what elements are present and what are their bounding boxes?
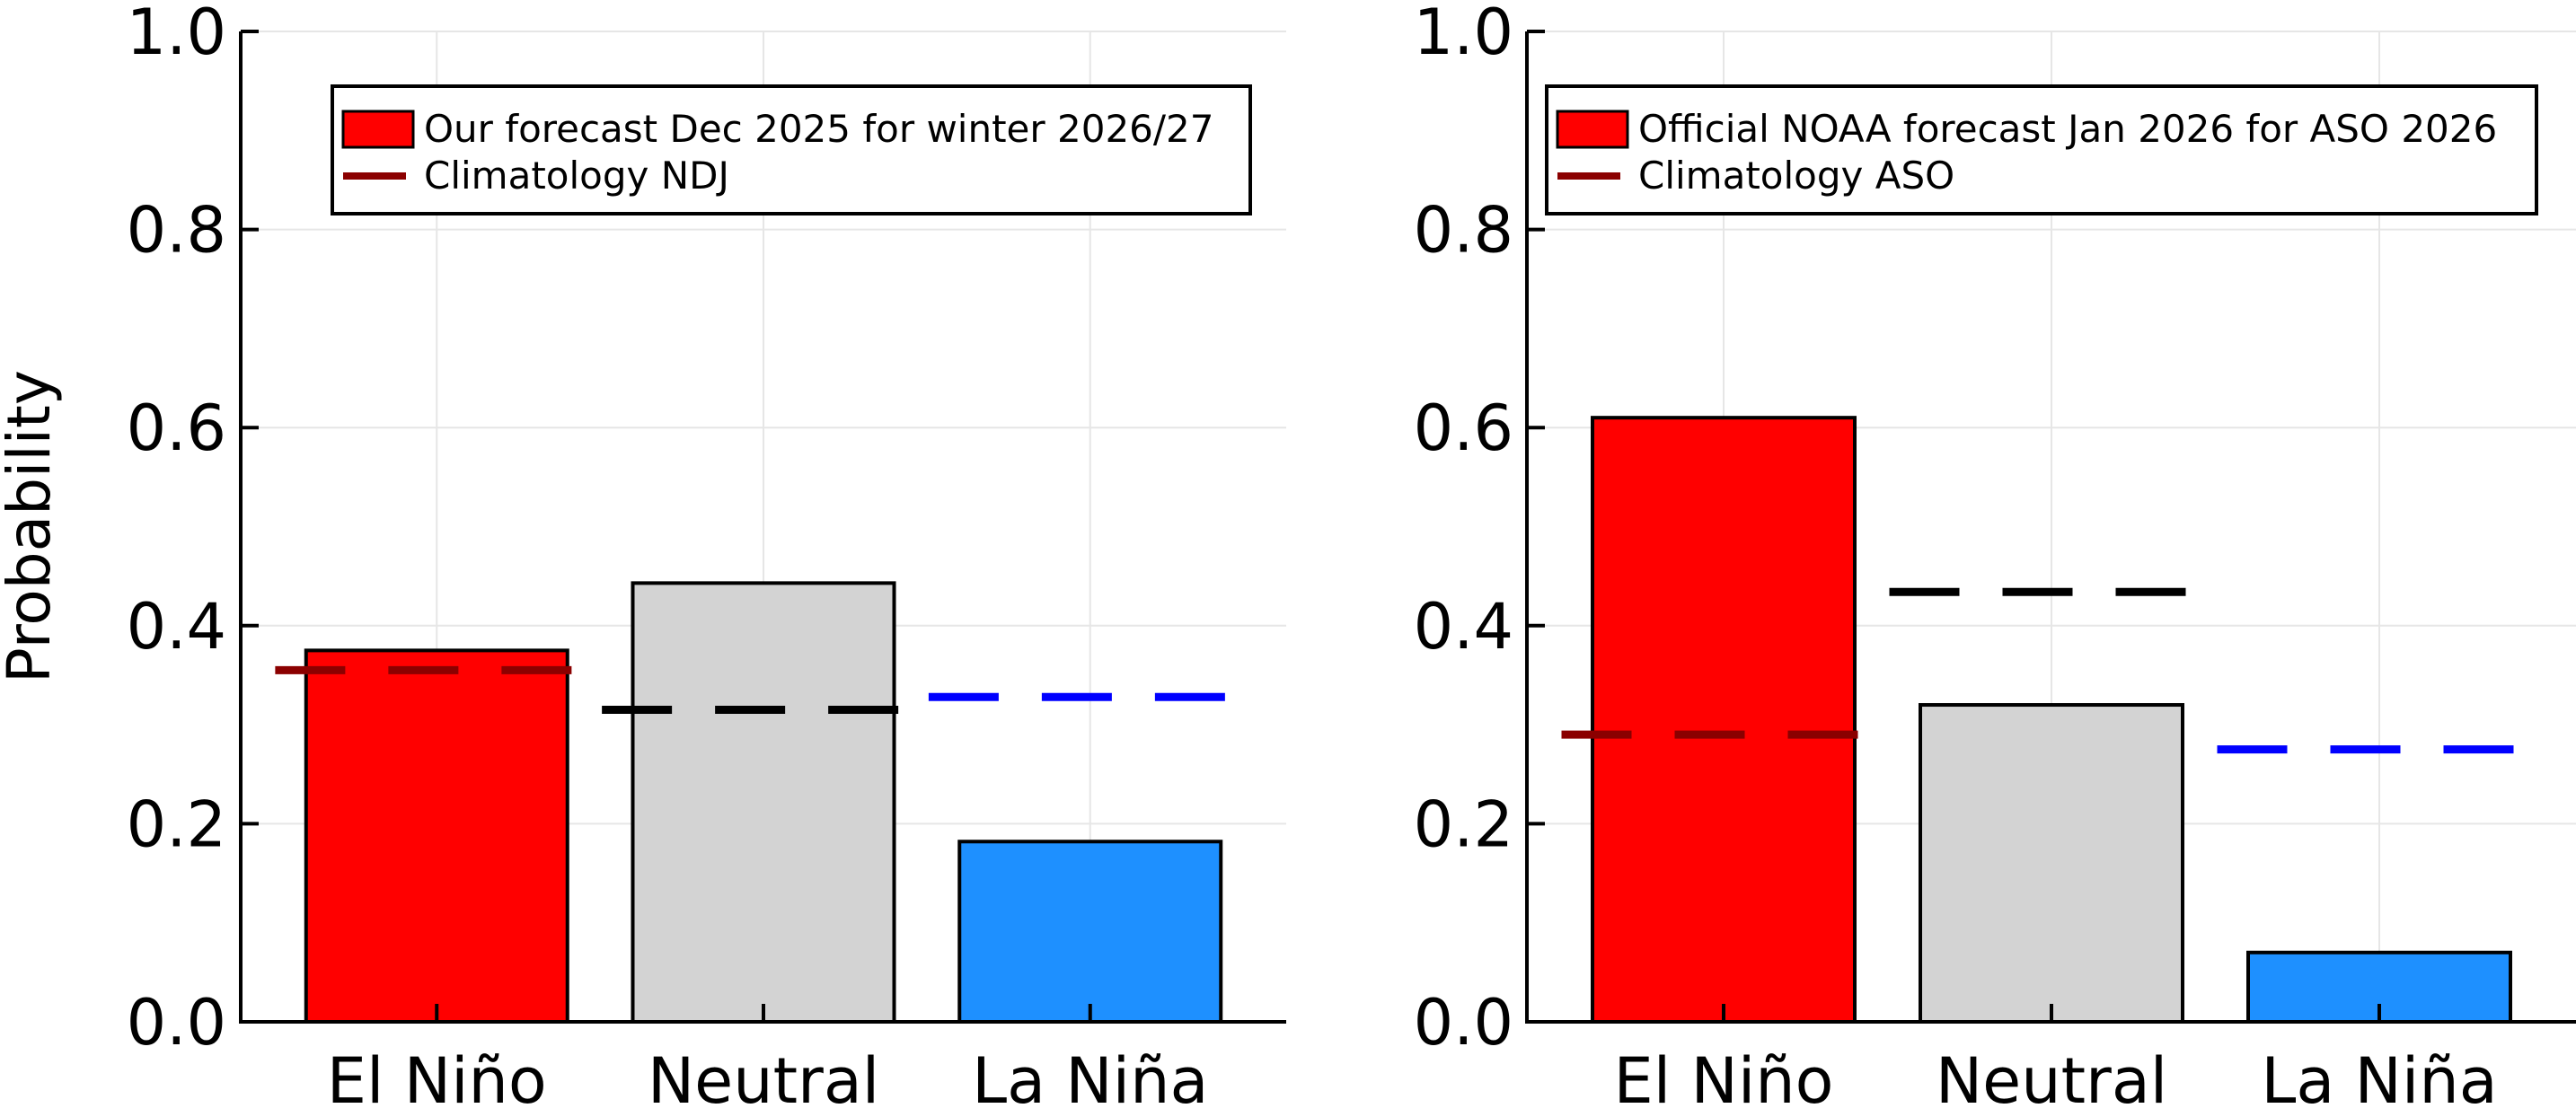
legend-box [331, 84, 1252, 215]
bar-la-ni-a [957, 840, 1223, 1025]
x-tick-label: Neutral [648, 1044, 879, 1113]
y-tick-label: 0.8 [1414, 194, 1513, 268]
legend-patch-swatch [341, 110, 415, 149]
y-tick-label: 0.6 [1414, 391, 1513, 465]
y-tick-label: 0.8 [127, 194, 226, 268]
legend: Official NOAA forecast Jan 2026 for ASO … [1545, 84, 2538, 215]
legend: Our forecast Dec 2025 for winter 2026/27… [331, 84, 1252, 215]
bar-el-ni-o [304, 648, 569, 1024]
x-tick-label: La Niña [972, 1044, 1208, 1113]
bar-el-ni-o [1591, 416, 1857, 1025]
bar-neutral [631, 581, 896, 1024]
legend-patch-swatch [1556, 110, 1629, 149]
x-tick-label: El Niño [327, 1044, 547, 1113]
y-tick-label: 0.2 [127, 787, 226, 861]
y-tick-label: 1.0 [127, 0, 226, 69]
y-tick-label: 0.2 [1414, 787, 1513, 861]
chart-panel-2: 0.0 0.2 0.4 0.6 0.8 1.0 El Niño Neutral La Niña O… [1414, 0, 2576, 1117]
chart-panel-1: 0.0 0.2 0.4 0.6 0.8 1.0 El Niño Neutral La Niña P… [0, 0, 1286, 1117]
y-tick-label: 0.4 [1414, 590, 1513, 664]
legend-box [1545, 84, 2538, 215]
legend-label: Official NOAA forecast Jan 2026 for ASO … [1638, 107, 2497, 151]
bar-neutral [1919, 703, 2184, 1024]
y-tick-label: 0.4 [127, 590, 226, 664]
y-tick-label: 0.0 [127, 986, 226, 1060]
legend-label: Climatology ASO [1638, 154, 1954, 198]
y-axis-label: Probability [0, 370, 64, 683]
legend-label: Climatology NDJ [424, 154, 729, 198]
y-tick-label: 0.6 [127, 391, 226, 465]
x-tick-label: Neutral [1936, 1044, 2167, 1113]
x-tick-label: La Niña [2261, 1044, 2497, 1113]
y-tick-label: 1.0 [1414, 0, 1513, 69]
legend-label: Our forecast Dec 2025 for winter 2026/27 [424, 107, 1214, 151]
x-tick-label: El Niño [1614, 1044, 1834, 1113]
y-tick-label: 0.0 [1414, 986, 1513, 1060]
